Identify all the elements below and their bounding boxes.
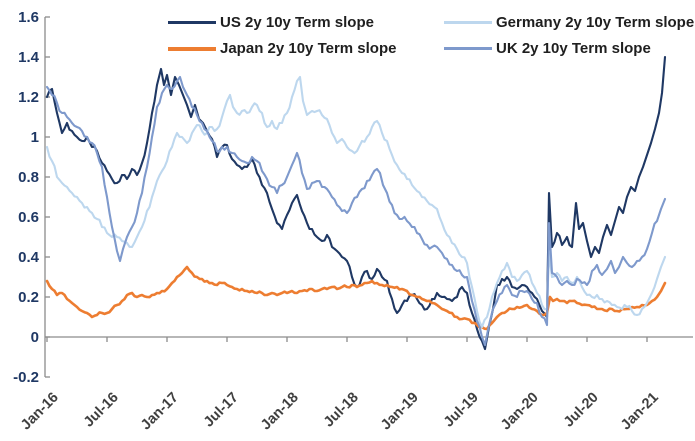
japan-series-line <box>45 265 667 331</box>
y-axis-label: -0.2 <box>13 369 39 386</box>
y-axis-label: 0 <box>31 329 39 346</box>
us-series-line <box>45 55 667 351</box>
y-axis-label: 0.8 <box>18 169 39 186</box>
uk-series-line <box>45 75 667 347</box>
y-axis-label: 1.4 <box>18 49 40 66</box>
y-axis-label: 1.6 <box>18 9 39 26</box>
y-axis-label: 0.6 <box>18 209 39 226</box>
y-axis-label: 1.2 <box>18 89 39 106</box>
y-axis-label: 0.2 <box>18 289 39 306</box>
y-axis-label: 1 <box>31 129 39 146</box>
germany-series-line <box>45 75 667 329</box>
y-axis-label: 0.4 <box>18 249 40 266</box>
